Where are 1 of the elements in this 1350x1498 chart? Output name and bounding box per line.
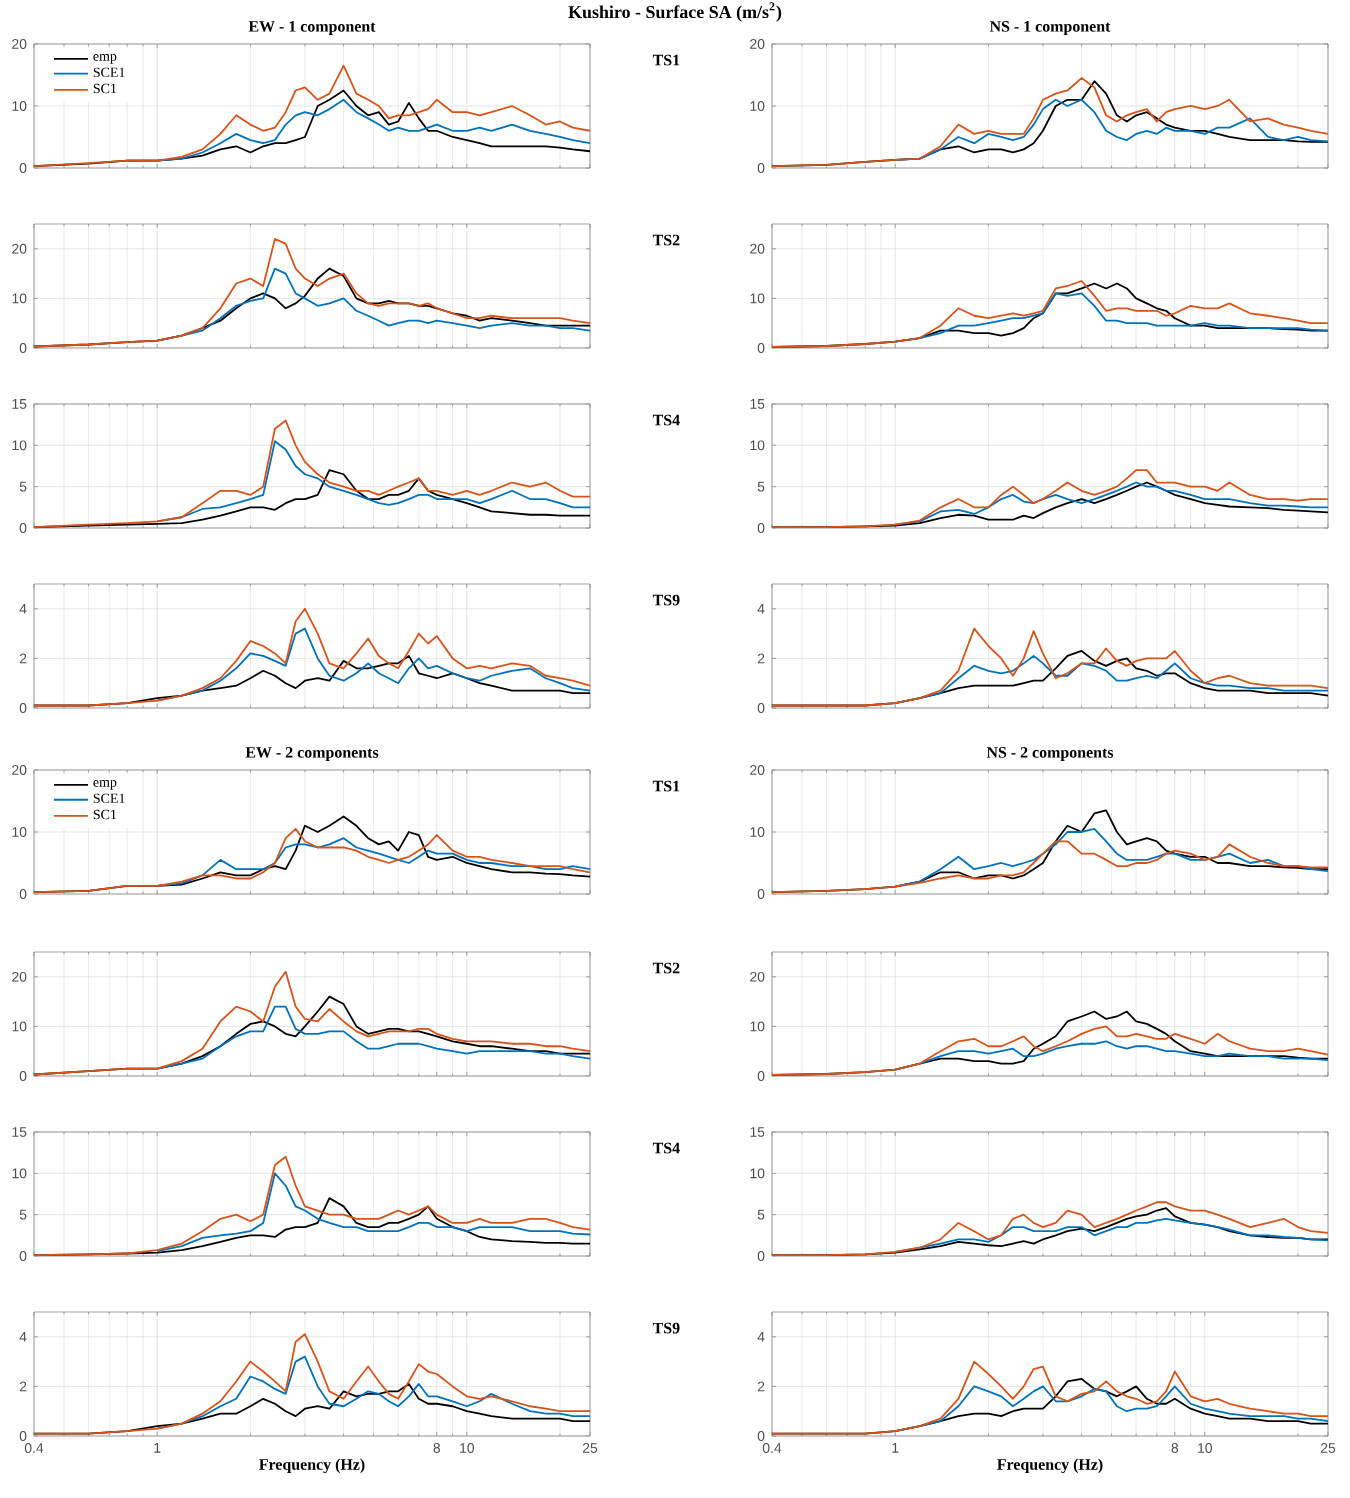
text: Kushiro - Surface SA (m/s$^{2}$) xyxy=(568,2,782,22)
